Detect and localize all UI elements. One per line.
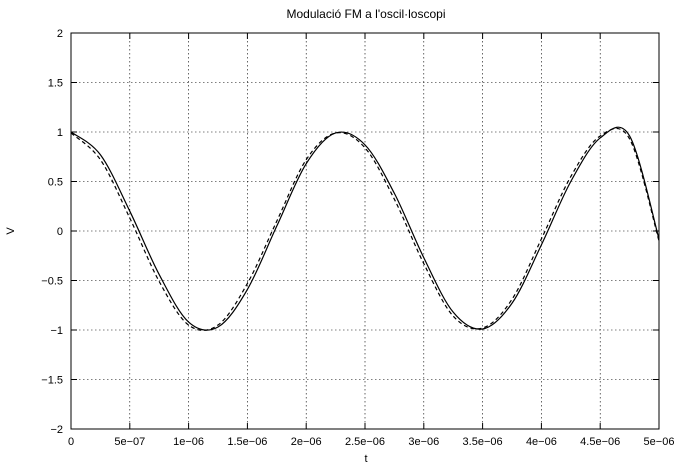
chart-title: Modulació FM a l'oscil·loscopi xyxy=(286,7,445,21)
y-tick-label: 1.5 xyxy=(48,78,63,90)
x-tick-label: 1.5e−06 xyxy=(227,436,267,448)
y-axis-label: V xyxy=(5,227,17,235)
tick-labels: 0 5e−07 1e−06 1.5e−06 2e−06 2.5e−06 3e−06 3.5e−… xyxy=(41,28,674,448)
x-tick-label: 3e−06 xyxy=(408,436,439,448)
y-tick-label: −1.5 xyxy=(41,375,63,387)
y-tick-label: 1 xyxy=(57,127,63,139)
x-tick-label: 2e−06 xyxy=(291,436,322,448)
x-tick-label: 4e−06 xyxy=(526,436,557,448)
y-tick-label: 0 xyxy=(57,226,63,238)
y-tick-label: 2 xyxy=(57,28,63,40)
y-tick-label: 0.5 xyxy=(48,177,63,189)
y-tick-label: −0.5 xyxy=(41,276,63,288)
x-tick-label: 0 xyxy=(68,436,74,448)
axis-ticks xyxy=(70,32,660,430)
series-dashed-line xyxy=(70,127,660,331)
x-tick-label: 5e−07 xyxy=(114,436,145,448)
x-axis-label: t xyxy=(364,453,367,465)
plot-series xyxy=(70,126,660,331)
x-tick-label: 4.5e−06 xyxy=(580,436,620,448)
y-tick-label: −1 xyxy=(50,325,63,337)
y-tick-label: −2 xyxy=(50,424,63,436)
x-tick-label: 5e−06 xyxy=(644,436,675,448)
series-solid-line xyxy=(70,126,660,331)
x-tick-label: 3.5e−06 xyxy=(463,436,503,448)
grid xyxy=(71,33,659,429)
x-tick-label: 1e−06 xyxy=(173,436,204,448)
x-tick-label: 2.5e−06 xyxy=(345,436,385,448)
